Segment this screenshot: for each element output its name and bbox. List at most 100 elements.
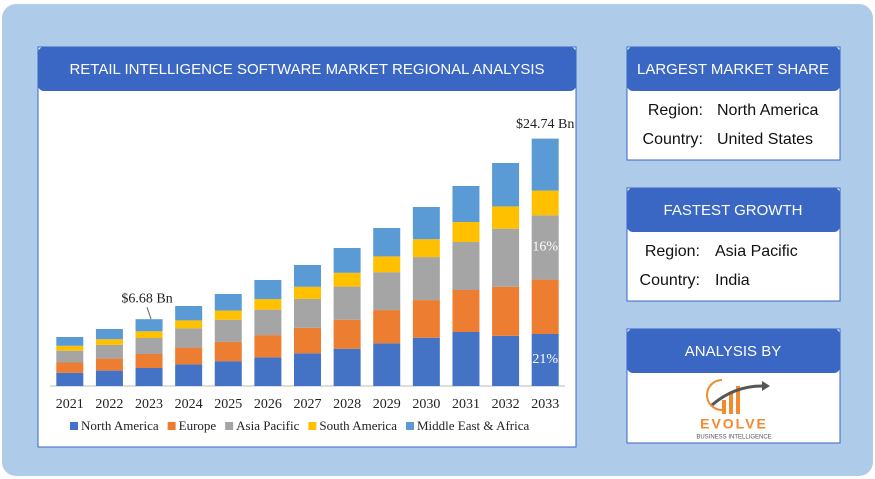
total-label: $6.68 Bn [121,291,172,306]
legend-swatch [405,422,414,430]
x-tick-label: 2029 [373,397,401,412]
value: North America [717,102,818,119]
legend-label: South America [319,418,397,433]
bar-segment [56,350,84,363]
bar-segment [531,190,559,216]
bar-segment [373,256,401,273]
legend-label: Europe [179,418,217,433]
total-label: $24.74 Bn [516,117,574,132]
bar-segment [294,327,321,354]
bar-segment [373,228,401,257]
bar-segment [56,345,84,351]
panel-header [627,329,840,373]
logo-subtitle: BUSINESS INTELLIGENCE [696,435,771,441]
bar-segment [492,163,520,207]
bar-segment [294,265,321,287]
segment-label: 16% [532,240,558,255]
bar-segment [95,329,123,340]
bar-segment [175,306,203,321]
bar-segment [531,215,559,280]
x-tick-label: 2022 [95,397,123,412]
bar-segment [95,339,123,345]
bar-segment [412,207,440,240]
x-tick-label: 2024 [175,397,203,412]
bar-segment [254,357,282,386]
bar-segment [254,299,282,310]
bar-segment [412,300,440,338]
bar-segment [333,319,361,349]
panel-header [627,47,840,91]
legend-swatch [70,422,78,430]
label: Country: [643,131,703,148]
bar-segment [175,320,203,329]
bar-segment [135,354,163,368]
bar-segment [214,341,242,362]
bar-segment [412,337,440,386]
bar-segment [373,310,401,344]
legend-label: North America [81,418,159,433]
bar-segment [214,361,242,386]
bar-segment [333,348,361,386]
bar-segment [412,239,440,258]
bar-segment [254,335,282,358]
legend-label: Middle East & Africa [417,418,530,433]
bar-segment [492,228,520,287]
x-tick-label: 2030 [412,397,440,412]
bar-segment [531,279,559,334]
bar-segment [452,242,480,290]
panel-title: FASTEST GROWTH [664,202,803,219]
x-tick-label: 2032 [492,397,520,412]
bar-segment [412,257,440,301]
bar-segment [294,298,321,328]
panel-header [627,188,840,232]
bar-segment [531,334,559,386]
bar-segment [492,286,520,336]
x-tick-label: 2026 [254,397,282,412]
bar-segment [452,186,480,222]
x-tick-label: 2025 [214,397,242,412]
logo-text: EVOLVE [700,416,768,432]
x-tick-label: 2031 [452,397,480,412]
bar-segment [452,332,480,386]
panel-title: LARGEST MARKET SHARE [637,61,829,78]
logo [706,379,770,414]
bar-segment [56,362,84,373]
bar-segment [135,319,163,332]
x-tick-label: 2021 [56,397,84,412]
bar-segment [175,364,203,386]
legend-swatch [225,422,234,430]
bar-segment [214,294,242,311]
bar-segment [294,353,321,386]
bar-segment [95,344,123,359]
bar-segment [373,343,401,386]
label: Country: [640,272,700,289]
chart-header [38,47,576,91]
chart-title: RETAIL INTELLIGENCE SOFTWARE MARKET REGI… [69,61,544,78]
bar-segment [531,138,559,191]
value: India [715,272,750,289]
bar-segment [452,290,480,332]
bar-segment [56,372,84,386]
bar-segment [492,206,520,229]
bar-segment [214,319,242,342]
bar-segment [492,335,520,386]
legend-label: Asia Pacific [236,418,299,433]
x-tick-label: 2023 [135,397,163,412]
bar-segment [175,347,203,365]
panel-title: ANALYSIS BY [685,343,781,360]
label: Region: [645,243,700,260]
label: Region: [648,102,703,119]
bar-segment [135,338,163,354]
value: Asia Pacific [715,243,798,260]
bar-segment [95,358,123,371]
value: United States [717,131,813,148]
bar-segment [254,280,282,300]
bar-segment [95,370,123,386]
leader-line [146,307,152,320]
bar-segment [333,272,361,287]
x-tick-label: 2033 [531,397,559,412]
bar-segment [135,331,163,338]
bar-segment [56,337,84,346]
bar-segment [254,309,282,336]
